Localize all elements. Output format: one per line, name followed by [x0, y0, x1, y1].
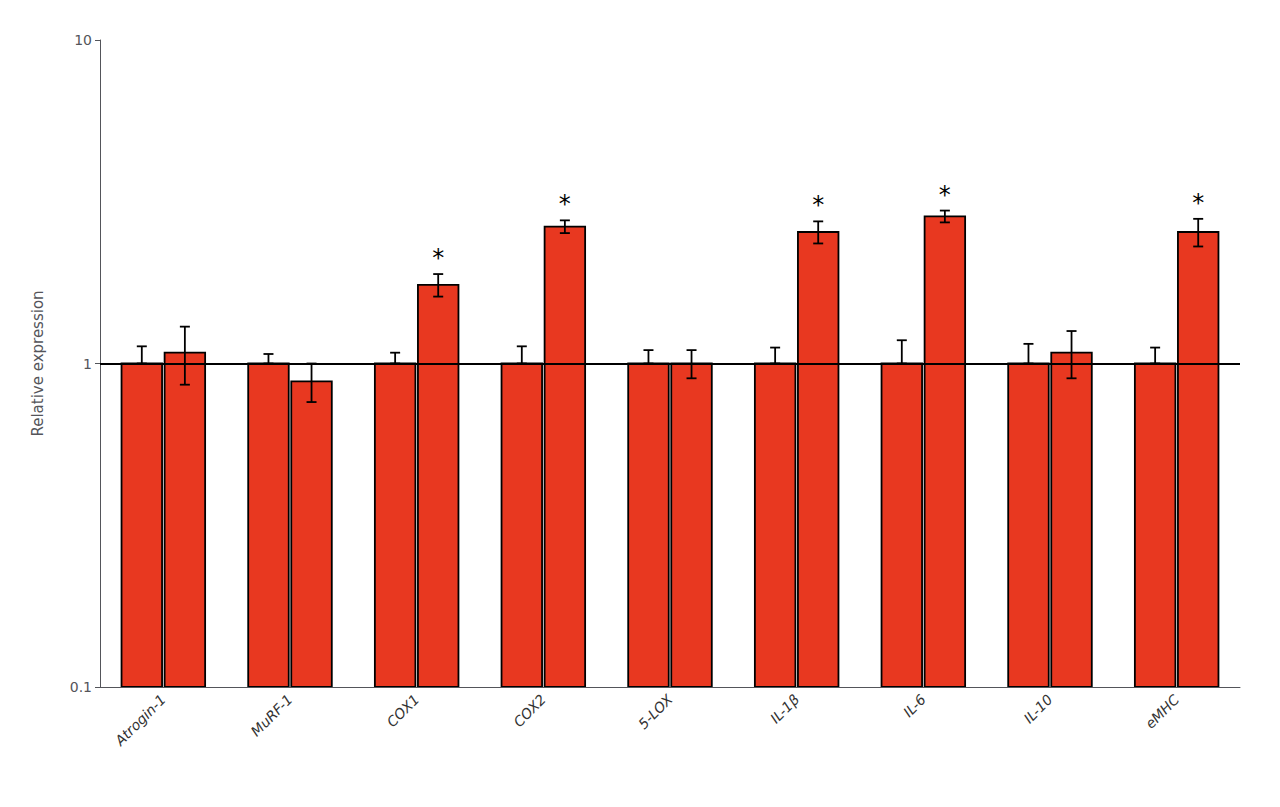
- svg-text:IL-1β: IL-1β: [767, 691, 802, 726]
- svg-text:IL-10: IL-10: [1021, 691, 1056, 726]
- svg-text:Relative expression: Relative expression: [29, 290, 47, 436]
- svg-text:*: *: [939, 181, 951, 209]
- svg-text:*: *: [812, 191, 824, 219]
- svg-text:0.1: 0.1: [70, 679, 92, 695]
- svg-text:10: 10: [74, 32, 92, 48]
- svg-text:MuRF-1: MuRF-1: [248, 691, 296, 739]
- svg-text:Atrogin-1: Atrogin-1: [111, 691, 169, 749]
- svg-text:1: 1: [83, 356, 92, 372]
- svg-text:eMHC: eMHC: [1142, 691, 1182, 731]
- svg-text:COX1: COX1: [384, 691, 423, 730]
- svg-text:COX2: COX2: [510, 691, 549, 730]
- svg-text:*: *: [559, 190, 571, 218]
- svg-text:5-LOX: 5-LOX: [635, 691, 676, 732]
- svg-text:*: *: [432, 244, 444, 272]
- svg-text:*: *: [1192, 189, 1204, 217]
- svg-text:IL-6: IL-6: [900, 691, 929, 720]
